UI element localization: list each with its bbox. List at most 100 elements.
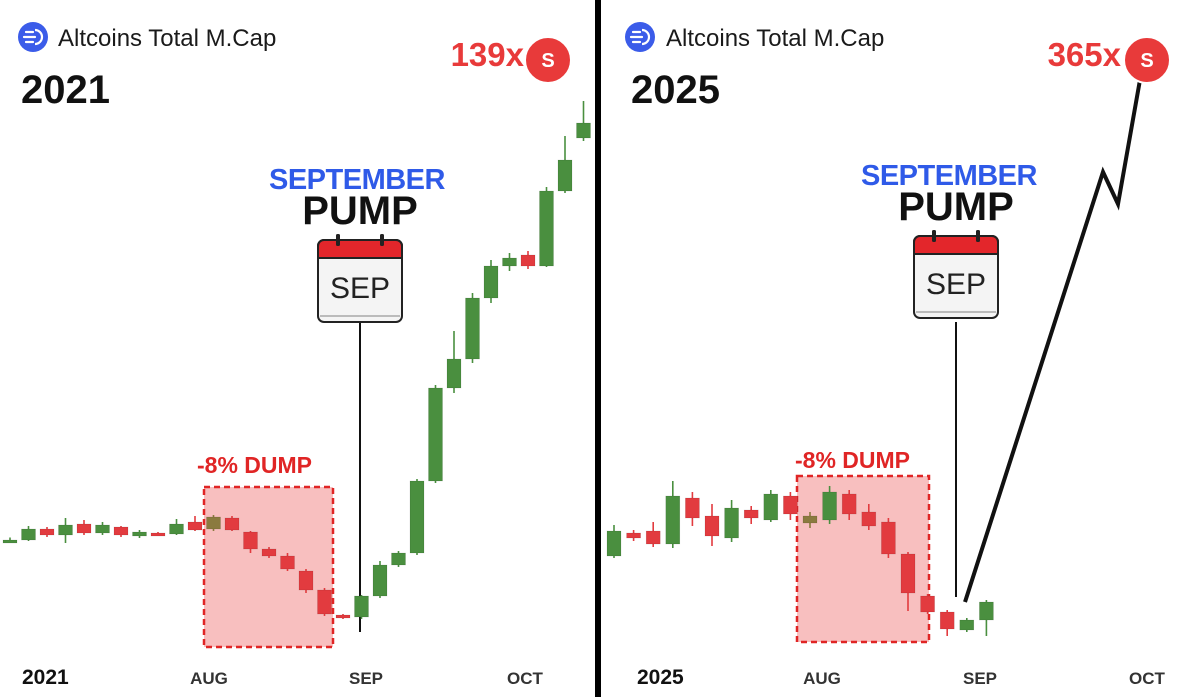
calendar-label: SEP [330, 272, 390, 305]
candle-body [169, 523, 184, 535]
candle [317, 588, 332, 616]
candle-body [483, 265, 499, 299]
s-badge-icon: S [1123, 36, 1171, 84]
candle-body [557, 159, 573, 192]
x-tick-label: SEP [963, 669, 997, 688]
candle [409, 479, 425, 555]
candle-body [920, 595, 935, 613]
candle-body [520, 254, 536, 267]
badge-letter: S [541, 50, 554, 72]
candle [802, 512, 818, 528]
candles-2025 [606, 481, 994, 636]
candle [280, 553, 295, 571]
candle [685, 492, 700, 526]
candle [446, 331, 462, 393]
candle-body [685, 497, 700, 519]
candle [243, 531, 258, 553]
candle-body [95, 524, 110, 534]
candle [576, 101, 591, 141]
candle-body [280, 555, 295, 570]
candle-body [959, 619, 975, 631]
x-tick-label: AUG [190, 669, 228, 688]
september-label: SEPTEMBER [269, 164, 446, 196]
candle-body [665, 495, 681, 545]
candle [959, 618, 975, 632]
candle [557, 136, 573, 193]
candle [298, 569, 314, 593]
candle [979, 600, 994, 636]
candle [372, 561, 388, 598]
candle-body [21, 528, 36, 541]
candle [743, 506, 759, 524]
candle [920, 594, 935, 614]
candle-body [802, 515, 818, 524]
candle [354, 595, 369, 619]
candle [900, 552, 916, 611]
dump-zone [202, 485, 335, 649]
candle-body [724, 507, 739, 539]
candle-body [743, 509, 759, 519]
candle-body [539, 190, 554, 267]
candle [783, 492, 798, 520]
candle [206, 515, 221, 531]
candle-body [76, 523, 92, 534]
candle-body [298, 570, 314, 591]
candle-body [900, 553, 916, 594]
candle-body [645, 530, 661, 545]
x-axis-ticks: 2021 AUG SEP OCT [22, 666, 544, 689]
panel-2021: -8% DUMP Altcoins Total M.Cap 2021 139x … [2, 22, 591, 689]
candle [76, 520, 92, 535]
candle-body [428, 387, 443, 482]
candle [150, 532, 166, 537]
candle [113, 526, 129, 537]
candle [465, 293, 480, 363]
candle-body [317, 589, 332, 615]
candle-body [783, 495, 798, 515]
candle [21, 526, 36, 541]
candle-body [465, 297, 480, 360]
year-label: 2021 [21, 68, 110, 112]
candle [645, 522, 661, 547]
year-label: 2025 [631, 68, 720, 112]
candle [520, 251, 536, 269]
candle [881, 518, 896, 558]
candle-body [576, 122, 591, 139]
pump-label: PUMP [302, 189, 418, 233]
candle [428, 385, 443, 483]
candle [132, 530, 147, 538]
candle-body [224, 517, 240, 531]
x-tick-label: OCT [507, 669, 544, 688]
candle-body [335, 614, 351, 619]
candle-body [206, 516, 221, 530]
x-axis-ticks: 2025 AUG SEP OCT [637, 666, 1166, 689]
candle [224, 516, 240, 531]
candle [58, 518, 73, 543]
x-tick-label: SEP [349, 669, 383, 688]
candle [939, 610, 955, 636]
candle-body [58, 524, 73, 536]
candle-body [391, 552, 406, 566]
candle [606, 525, 622, 558]
candle [724, 500, 739, 542]
calendar-icon [317, 234, 403, 323]
candles-2021 [2, 101, 591, 619]
candle-body [822, 491, 837, 521]
x-tick-label: 2025 [637, 666, 684, 689]
candle-body [626, 532, 641, 539]
candle-body [979, 601, 994, 621]
candle-body [861, 511, 877, 527]
calendar-label: SEP [926, 268, 986, 301]
candle-body [409, 480, 425, 554]
multiplier-label: 365x [1048, 36, 1122, 73]
pump-label: PUMP [898, 185, 1014, 229]
dump-label: -8% DUMP [197, 452, 312, 478]
candle [2, 537, 18, 544]
candle-body [606, 530, 622, 557]
candle-body [187, 521, 203, 531]
candle [261, 547, 277, 558]
candle [95, 522, 110, 535]
chart-title: Altcoins Total M.Cap [58, 25, 276, 52]
dump-label: -8% DUMP [795, 447, 910, 473]
calendar-icon [913, 230, 999, 319]
